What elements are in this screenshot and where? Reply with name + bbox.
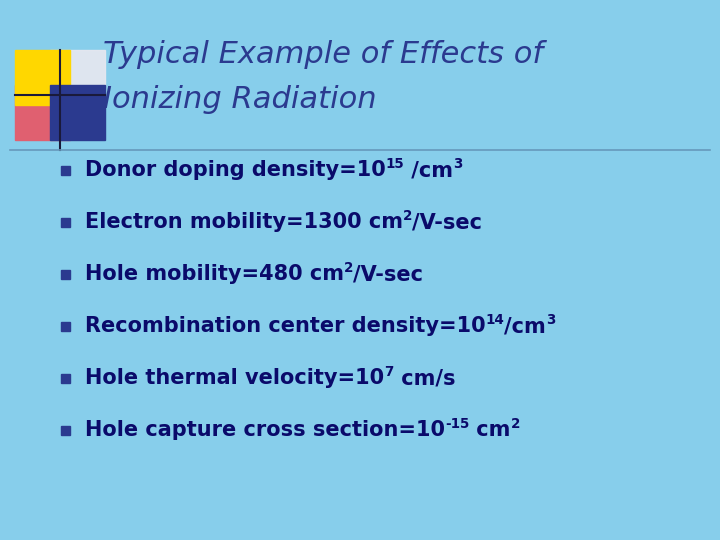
Text: /V-sec: /V-sec [354,264,423,284]
Text: 3: 3 [454,157,463,171]
Text: 3: 3 [546,313,556,327]
Text: Ionizing Radiation: Ionizing Radiation [103,85,377,114]
Text: 7: 7 [384,365,394,379]
Bar [60,321,70,330]
Text: 14: 14 [485,313,505,327]
Text: /V-sec: /V-sec [413,212,482,232]
Bar [15,85,70,140]
Text: Electron mobility=1300 cm: Electron mobility=1300 cm [85,212,403,232]
Text: Hole thermal velocity=10: Hole thermal velocity=10 [85,368,384,388]
Text: /cm: /cm [405,160,454,180]
Bar [60,269,70,279]
Text: Recombination center density=10: Recombination center density=10 [85,316,485,336]
Text: -15: -15 [445,417,469,431]
Bar [60,218,70,226]
Text: Hole capture cross section=10: Hole capture cross section=10 [85,420,445,440]
Bar [60,426,70,435]
Bar [50,85,105,140]
Text: 2: 2 [510,417,520,431]
Bar [50,50,105,105]
Text: 2: 2 [344,261,354,275]
Text: Hole mobility=480 cm: Hole mobility=480 cm [85,264,344,284]
Text: 2: 2 [403,210,413,224]
Text: /cm: /cm [505,316,546,336]
Text: Donor doping density=10: Donor doping density=10 [85,160,386,180]
Text: cm: cm [469,420,510,440]
Text: Typical Example of Effects of: Typical Example of Effects of [103,40,543,69]
Bar [60,374,70,382]
Text: cm/s: cm/s [394,368,455,388]
Bar [60,165,70,174]
Text: 15: 15 [386,157,405,171]
Bar [15,50,70,105]
